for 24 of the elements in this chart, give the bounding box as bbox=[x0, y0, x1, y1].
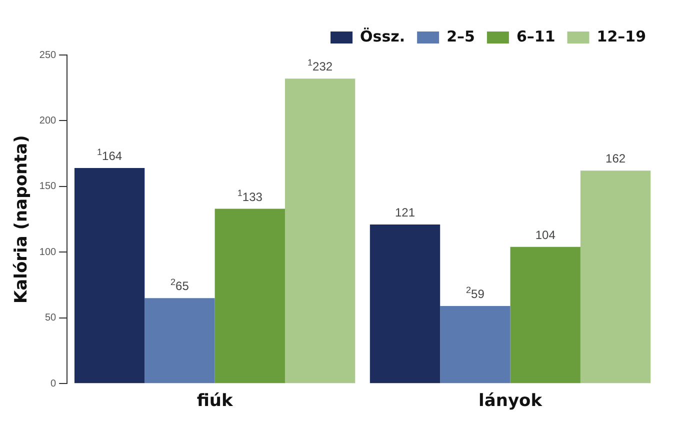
bar bbox=[284, 78, 356, 384]
bar bbox=[580, 170, 651, 384]
bar bbox=[214, 208, 285, 384]
legend-label: Össz. bbox=[360, 27, 406, 46]
y-tick-label: 100 bbox=[39, 246, 57, 258]
bar bbox=[144, 298, 215, 384]
x-tick-label: fiúk bbox=[196, 391, 234, 412]
legend-label: 12–19 bbox=[596, 27, 646, 46]
y-axis-title: Kalória (naponta) bbox=[12, 135, 32, 304]
y-tick-label: 200 bbox=[39, 115, 57, 126]
x-tick-label: lányok bbox=[478, 391, 543, 412]
legend-label: 6–11 bbox=[516, 27, 556, 46]
y-tick-label: 0 bbox=[50, 378, 57, 390]
data-label: 162 bbox=[606, 152, 626, 166]
bar bbox=[74, 168, 145, 384]
y-tick-label: 250 bbox=[39, 50, 57, 61]
bar bbox=[440, 306, 510, 384]
bar bbox=[370, 224, 440, 384]
legend-label: 2–5 bbox=[446, 27, 475, 46]
data-label: 104 bbox=[535, 228, 556, 242]
bar bbox=[510, 246, 580, 384]
data-label: 121 bbox=[395, 206, 416, 220]
y-tick-label: 50 bbox=[44, 312, 57, 324]
y-tick-label: 150 bbox=[39, 181, 57, 192]
